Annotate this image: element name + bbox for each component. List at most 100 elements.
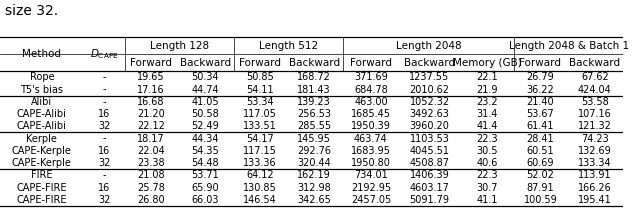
Text: 145.95: 145.95: [297, 134, 331, 144]
Text: 5091.79: 5091.79: [410, 195, 449, 205]
Text: 21.08: 21.08: [137, 170, 165, 180]
Text: 22.1: 22.1: [476, 72, 498, 82]
Text: 21.20: 21.20: [137, 109, 165, 119]
Text: 36.22: 36.22: [527, 84, 554, 94]
Text: 53.67: 53.67: [527, 109, 554, 119]
Text: 684.78: 684.78: [354, 84, 388, 94]
Text: 734.01: 734.01: [354, 170, 388, 180]
Text: 60.51: 60.51: [527, 146, 554, 156]
Text: 21.9: 21.9: [476, 84, 498, 94]
Text: 2457.05: 2457.05: [351, 195, 391, 205]
Text: 1950.80: 1950.80: [351, 158, 391, 168]
Text: 371.69: 371.69: [354, 72, 388, 82]
Text: 53.71: 53.71: [191, 170, 220, 180]
Text: 26.79: 26.79: [527, 72, 554, 82]
Text: Forward: Forward: [130, 58, 172, 68]
Text: 2010.62: 2010.62: [410, 84, 449, 94]
Text: 424.04: 424.04: [578, 84, 612, 94]
Text: Forward: Forward: [350, 58, 392, 68]
Text: 166.26: 166.26: [578, 183, 612, 193]
Text: 4045.51: 4045.51: [410, 146, 449, 156]
Text: 113.91: 113.91: [578, 170, 612, 180]
Text: 28.41: 28.41: [527, 134, 554, 144]
Text: 4603.17: 4603.17: [410, 183, 449, 193]
Text: 117.05: 117.05: [243, 109, 276, 119]
Text: 463.74: 463.74: [354, 134, 388, 144]
Text: 132.69: 132.69: [578, 146, 612, 156]
Text: 1103.53: 1103.53: [410, 134, 449, 144]
Text: 67.62: 67.62: [581, 72, 609, 82]
Text: 52.02: 52.02: [527, 170, 554, 180]
Text: size 32.: size 32.: [5, 4, 58, 18]
Text: 50.58: 50.58: [191, 109, 220, 119]
Text: 22.3: 22.3: [476, 170, 498, 180]
Text: 1683.95: 1683.95: [351, 146, 391, 156]
Text: 52.49: 52.49: [191, 121, 220, 131]
Text: 30.5: 30.5: [476, 146, 498, 156]
Text: 50.85: 50.85: [246, 72, 274, 82]
Text: 3492.63: 3492.63: [410, 109, 449, 119]
Text: 23.38: 23.38: [137, 158, 165, 168]
Text: 342.65: 342.65: [297, 195, 331, 205]
Text: CAPE-FIRE: CAPE-FIRE: [17, 183, 67, 193]
Text: 133.36: 133.36: [243, 158, 276, 168]
Text: 54.48: 54.48: [191, 158, 219, 168]
Text: Length 2048 & Batch 1: Length 2048 & Batch 1: [509, 41, 629, 51]
Text: Forward: Forward: [239, 58, 281, 68]
Text: 32: 32: [99, 121, 111, 131]
Text: 3960.20: 3960.20: [410, 121, 449, 131]
Text: -: -: [102, 72, 106, 82]
Text: CAPE-FIRE: CAPE-FIRE: [17, 195, 67, 205]
Text: 22.3: 22.3: [476, 134, 498, 144]
Text: 23.2: 23.2: [476, 97, 498, 107]
Text: 21.40: 21.40: [527, 97, 554, 107]
Text: 1237.55: 1237.55: [410, 72, 450, 82]
Text: 61.41: 61.41: [527, 121, 554, 131]
Text: 50.34: 50.34: [191, 72, 219, 82]
Text: 31.4: 31.4: [476, 109, 498, 119]
Text: -: -: [102, 170, 106, 180]
Text: Length 2048: Length 2048: [396, 41, 461, 51]
Text: 74.23: 74.23: [581, 134, 609, 144]
Text: 22.04: 22.04: [137, 146, 165, 156]
Text: Method: Method: [22, 49, 61, 59]
Text: 66.03: 66.03: [191, 195, 219, 205]
Text: 256.53: 256.53: [297, 109, 331, 119]
Text: 121.32: 121.32: [578, 121, 612, 131]
Text: -: -: [102, 84, 106, 94]
Text: Forward: Forward: [520, 58, 561, 68]
Text: Backward: Backward: [289, 58, 340, 68]
Text: 54.17: 54.17: [246, 134, 274, 144]
Text: 117.15: 117.15: [243, 146, 276, 156]
Text: CAPE-Alibi: CAPE-Alibi: [17, 121, 67, 131]
Text: 1950.39: 1950.39: [351, 121, 391, 131]
Text: 16: 16: [99, 183, 111, 193]
Text: 133.34: 133.34: [578, 158, 612, 168]
Text: Backward: Backward: [180, 58, 231, 68]
Text: Backward: Backward: [404, 58, 455, 68]
Text: 130.85: 130.85: [243, 183, 276, 193]
Text: 181.43: 181.43: [297, 84, 331, 94]
Text: 44.34: 44.34: [191, 134, 219, 144]
Text: Alibi: Alibi: [31, 97, 52, 107]
Text: 312.98: 312.98: [297, 183, 331, 193]
Text: 139.23: 139.23: [297, 97, 331, 107]
Text: 60.69: 60.69: [527, 158, 554, 168]
Text: 54.35: 54.35: [191, 146, 220, 156]
Text: FIRE: FIRE: [31, 170, 52, 180]
Text: 16: 16: [99, 146, 111, 156]
Text: 1406.39: 1406.39: [410, 170, 449, 180]
Text: 292.76: 292.76: [297, 146, 331, 156]
Text: 30.7: 30.7: [476, 183, 498, 193]
Text: 16.68: 16.68: [137, 97, 164, 107]
Text: 53.34: 53.34: [246, 97, 273, 107]
Text: 1685.45: 1685.45: [351, 109, 391, 119]
Text: Rope: Rope: [29, 72, 54, 82]
Text: 65.90: 65.90: [191, 183, 219, 193]
Text: T5's bias: T5's bias: [20, 84, 63, 94]
Text: 16: 16: [99, 109, 111, 119]
Text: 41.4: 41.4: [476, 121, 498, 131]
Text: 2192.95: 2192.95: [351, 183, 391, 193]
Text: 146.54: 146.54: [243, 195, 276, 205]
Text: 54.11: 54.11: [246, 84, 273, 94]
